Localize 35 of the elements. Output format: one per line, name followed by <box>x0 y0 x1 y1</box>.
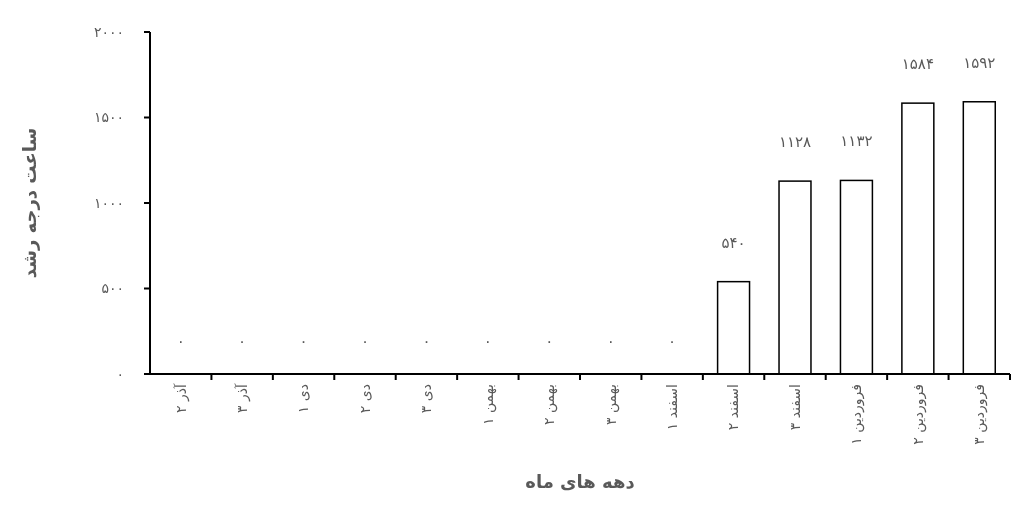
x-tick-label: بهمن ۲ <box>541 384 559 426</box>
data-label: ۰ <box>606 332 615 350</box>
y-tick-label: ۲۰۰۰ <box>93 23 124 40</box>
x-tick-label: اسفند ۳ <box>786 384 803 431</box>
data-label: ۰ <box>483 332 492 350</box>
data-label: ۰ <box>299 332 308 350</box>
x-tick-label: آذر ۲ <box>172 382 190 413</box>
x-tick-label: دی ۱ <box>295 384 312 414</box>
x-tick-label: فروردین ۱ <box>848 384 866 445</box>
y-axis-title: ساعت درجه رشد <box>19 127 41 279</box>
x-tick-label: فروردین ۳ <box>971 384 989 445</box>
y-tick-label: ۱۵۰۰ <box>93 109 124 126</box>
data-label: ۱۵۹۲ <box>963 53 996 72</box>
y-tick-label: ۵۰۰ <box>101 280 124 297</box>
data-label: ۰ <box>176 332 185 350</box>
x-tick-label: دی ۲ <box>356 384 373 414</box>
data-label: ۰ <box>545 332 554 350</box>
y-tick-label: ۰ <box>116 365 124 382</box>
x-tick-label: دی ۳ <box>418 384 435 414</box>
x-tick-label: فروردین ۲ <box>909 384 927 445</box>
data-label: ۰ <box>360 332 370 350</box>
x-tick-label: بهمن ۳ <box>602 384 620 426</box>
x-tick-label: بهمن ۱ <box>479 384 497 426</box>
x-axis-title: دهه های ماه <box>525 471 635 492</box>
data-label: ۱۱۲۸ <box>778 133 812 152</box>
x-tick-label: اسفند ۲ <box>725 384 742 431</box>
data-label: ۰ <box>422 332 431 350</box>
y-tick-label: ۱۰۰۰ <box>93 194 124 211</box>
x-tick-label: آذر ۳ <box>234 382 252 413</box>
data-label: ۰ <box>238 332 247 350</box>
x-tick-label: اسفند ۱ <box>664 384 681 431</box>
data-label: ۱۵۸۴ <box>901 55 934 74</box>
data-label: ۱۱۳۲ <box>840 132 873 151</box>
data-label: ۵۴۰ <box>721 233 746 252</box>
data-label: ۰ <box>668 332 677 350</box>
